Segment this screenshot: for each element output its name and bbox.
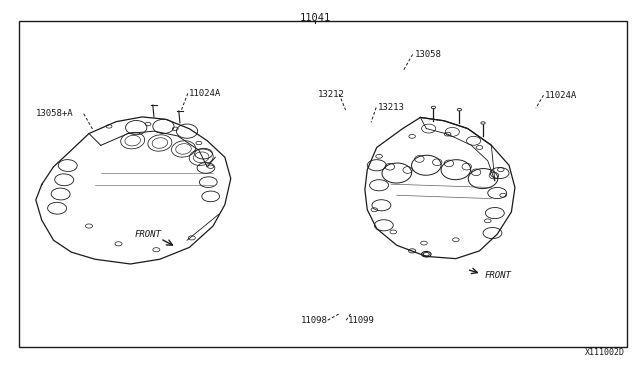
Text: 11041: 11041 xyxy=(300,13,330,23)
Text: 11024A: 11024A xyxy=(189,89,221,98)
Circle shape xyxy=(481,122,485,124)
Text: 13212: 13212 xyxy=(318,90,345,99)
Text: FRONT: FRONT xyxy=(484,271,511,280)
Text: 13058: 13058 xyxy=(415,50,442,59)
Text: 13213: 13213 xyxy=(378,103,404,112)
Text: FRONT: FRONT xyxy=(135,230,162,240)
Bar xyxy=(19,21,627,347)
Text: 11099: 11099 xyxy=(348,316,374,325)
Text: 13058+A: 13058+A xyxy=(36,109,74,118)
Circle shape xyxy=(431,106,436,109)
Text: 11098: 11098 xyxy=(301,316,328,325)
Text: X111002D: X111002D xyxy=(585,348,625,357)
Circle shape xyxy=(458,108,461,111)
Text: 11024A: 11024A xyxy=(545,91,577,100)
